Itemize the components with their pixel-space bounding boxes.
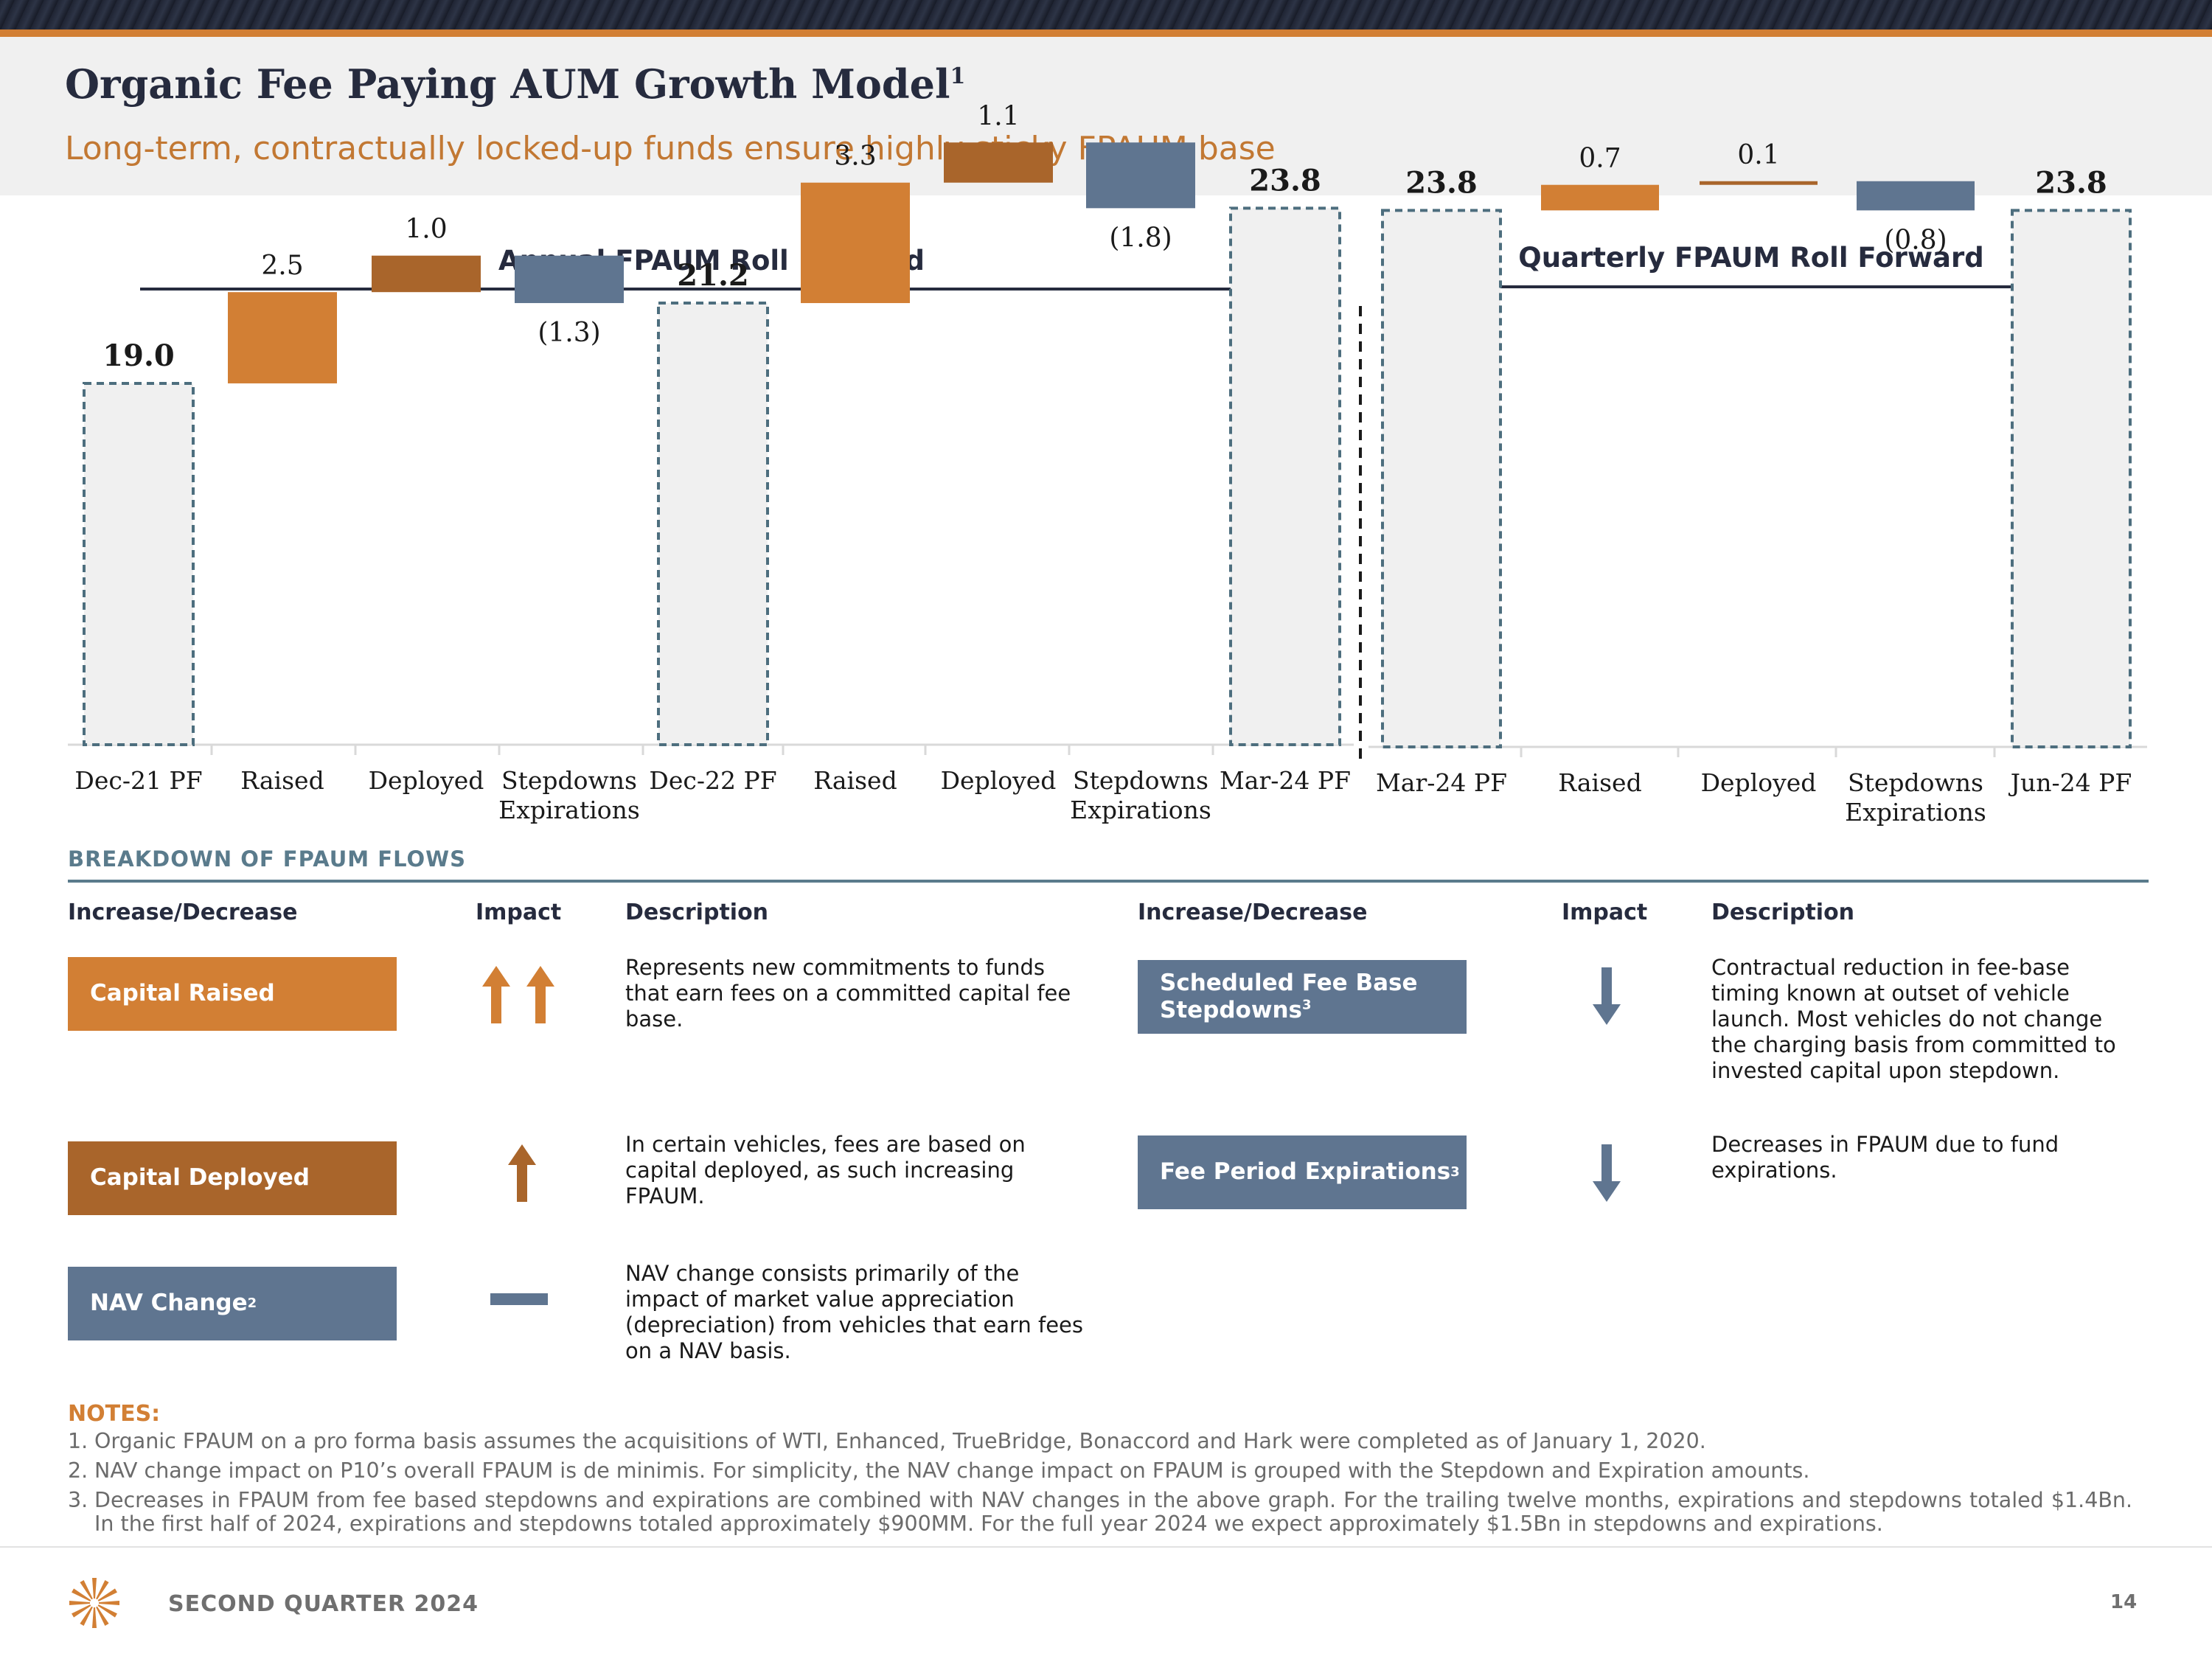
annual-waterfall: 19.0 Dec-21 PF 2.5 Raised 1.0 Deployed (1.3) St… — [68, 101, 1354, 824]
value-label: 0.1 — [1737, 140, 1779, 170]
fee-period-expirations-chip: Fee Period Expirations 3 — [1138, 1135, 1467, 1209]
note-item: 2. NAV change impact on P10’s overall FPA… — [68, 1458, 1810, 1483]
raised-bar-raised — [228, 292, 337, 383]
down-arrow-icon — [1593, 967, 1621, 1025]
category-label: Deployed — [1701, 768, 1817, 797]
note-item: 3. Decreases in FPAUM from fee based step… — [68, 1488, 2132, 1536]
stepdown-bar-stepdowns-expirations — [1857, 181, 1975, 211]
deployed-bar-deployed — [1700, 181, 1818, 185]
nav-change-chip: NAV Change 2 — [68, 1267, 397, 1340]
category-label: Mar-24 PF — [1376, 768, 1507, 797]
breakdown-rule — [68, 880, 2149, 883]
dash-icon — [490, 1293, 548, 1305]
value-label: (0.8) — [1884, 225, 1947, 255]
footer-quarter-label: SECOND QUARTER 2024 — [168, 1591, 479, 1617]
nav-change-description: NAV change consists primarily of the imp… — [625, 1261, 1084, 1363]
total-bar-jun-24-pf — [2011, 209, 2132, 749]
stepdown-bar-stepdowns-expirations — [1086, 142, 1195, 209]
capital-deployed-description: In certain vehicles, fees are based on c… — [625, 1132, 1026, 1208]
deployed-bar-deployed — [372, 255, 481, 293]
value-label: 2.5 — [261, 251, 303, 281]
left-col-description-header: Description — [625, 900, 769, 925]
category-label: Expirations — [1845, 798, 1986, 827]
note-item: 1. Organic FPAUM on a pro forma basis ass… — [68, 1429, 1706, 1453]
fee-period-expirations-description: Decreases in FPAUM due to fund expiratio… — [1711, 1132, 2059, 1183]
value-label: 0.7 — [1579, 144, 1621, 174]
category-label: Dec-22 PF — [649, 766, 776, 795]
value-label: 19.0 — [102, 338, 174, 373]
deployed-bar-deployed — [944, 142, 1053, 183]
category-label: Stepdowns — [501, 766, 637, 795]
left-col-impact-header: Impact — [476, 900, 562, 925]
category-label: Jun-24 PF — [2008, 768, 2132, 797]
value-label: 1.1 — [977, 101, 1019, 131]
page-title: Organic Fee Paying AUM Growth Model1 — [65, 60, 966, 108]
page-number: 14 — [2110, 1591, 2138, 1613]
category-label: Raised — [813, 766, 897, 795]
footer-rule — [0, 1546, 2212, 1548]
quarterly-title-rule — [1427, 285, 2076, 288]
breakdown-title: BREAKDOWN OF FPAUM FLOWS — [68, 846, 467, 872]
title-footnote: 1 — [950, 63, 966, 89]
value-label: 1.0 — [405, 215, 447, 245]
left-col-increase-header: Increase/Decrease — [68, 900, 298, 925]
value-label: 3.3 — [834, 142, 876, 172]
top-decorative-band — [0, 0, 2212, 29]
up-arrow-icon — [508, 1144, 536, 1202]
category-label: Expirations — [498, 796, 640, 824]
double-up-arrow-icon — [482, 966, 554, 1023]
right-col-description-header: Description — [1711, 900, 1855, 925]
value-label: 21.2 — [677, 258, 748, 293]
scheduled-stepdowns-chip: Scheduled Fee Base Stepdowns3 — [1138, 960, 1467, 1034]
total-bar-dec-21-pf — [83, 381, 195, 746]
value-label: 23.8 — [1405, 165, 1477, 200]
company-logo — [69, 1578, 119, 1628]
top-accent-line — [0, 29, 2212, 37]
capital-raised-chip: Capital Raised — [68, 957, 397, 1031]
category-label: Raised — [240, 766, 324, 795]
page-subtitle: Long-term, contractually locked-up funds… — [65, 130, 1276, 167]
capital-deployed-chip: Capital Deployed — [68, 1141, 397, 1215]
value-label: (1.3) — [538, 318, 600, 348]
right-col-increase-header: Increase/Decrease — [1138, 900, 1368, 925]
category-label: Expirations — [1070, 796, 1211, 824]
capital-raised-description: Represents new commitments to funds that… — [625, 955, 1071, 1032]
raised-bar-raised — [801, 182, 910, 304]
scheduled-stepdowns-description: Contractual reduction in fee-base timing… — [1711, 955, 2116, 1083]
down-arrow-icon — [1593, 1144, 1621, 1202]
annual-title-rule — [140, 288, 1283, 291]
category-label: Dec-21 PF — [74, 766, 202, 795]
category-label: Deployed — [369, 766, 484, 795]
notes-list: 1. Organic FPAUM on a pro forma basis ass… — [68, 1427, 2132, 1536]
value-label: 23.8 — [1249, 163, 1321, 198]
category-label: Mar-24 PF — [1220, 766, 1351, 795]
category-label: Stepdowns — [1073, 766, 1208, 795]
quarterly-waterfall: 23.8 Mar-24 PF 0.7 Raised 0.1 Deployed (0.8) St… — [1368, 140, 2147, 827]
quarterly-chart-title: Quarterly FPAUM Roll Forward — [1518, 242, 1984, 274]
value-label: 23.8 — [2035, 165, 2107, 200]
category-label: Deployed — [941, 766, 1057, 795]
category-label: Stepdowns — [1848, 768, 1983, 797]
value-label: (1.8) — [1109, 223, 1172, 253]
right-col-impact-header: Impact — [1562, 900, 1648, 925]
total-bar-mar-24-pf — [1381, 209, 1502, 749]
notes-heading: NOTES: — [68, 1401, 161, 1427]
total-bar-mar-24-pf — [1229, 206, 1341, 747]
stepdown-bar-stepdowns-expirations — [515, 255, 624, 304]
fpaum-waterfall-chart: 19.0 Dec-21 PF 2.5 Raised 1.0 Deployed (1.3) St… — [68, 101, 2147, 827]
raised-bar-raised — [1541, 184, 1659, 211]
total-bar-dec-22-pf — [657, 302, 769, 746]
category-label: Raised — [1558, 768, 1641, 797]
